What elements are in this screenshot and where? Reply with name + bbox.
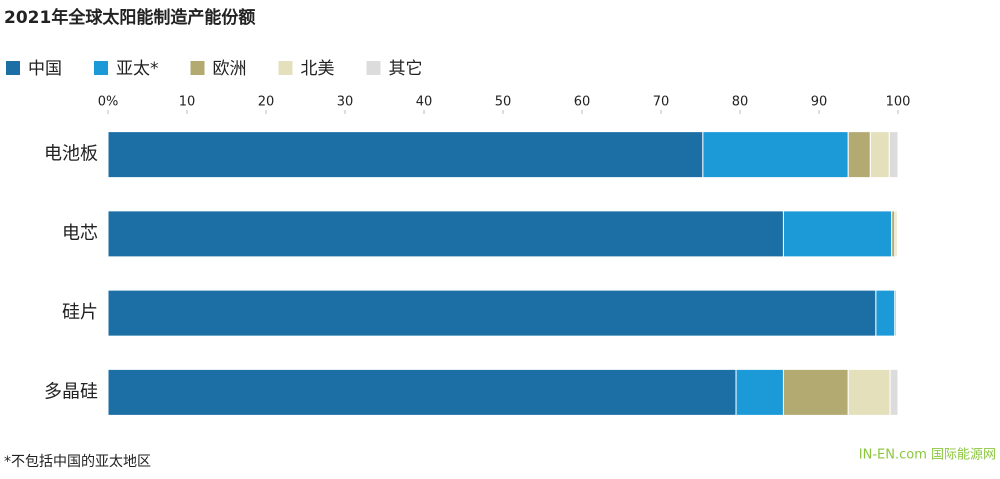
legend-label: 北美 [301, 59, 335, 79]
bar-segment [107, 289, 877, 337]
y-tick-label: 多晶硅 [44, 381, 98, 402]
y-tick-label: 硅片 [62, 302, 98, 323]
bar-segment [875, 289, 896, 337]
legend-swatch [6, 61, 20, 75]
x-tick-label: 60 [574, 95, 591, 110]
bar-segment [107, 131, 704, 179]
bar-segment [847, 131, 871, 179]
legend-swatch [190, 61, 205, 75]
bar-segment [702, 131, 849, 179]
legend-label: 亚太* [116, 59, 159, 79]
legend-label: 中国 [28, 59, 62, 79]
bar-segment [869, 131, 890, 179]
bar-segment [896, 210, 899, 258]
bar-segment [107, 368, 737, 416]
bar-segment [782, 210, 893, 258]
x-tick-label: 30 [337, 95, 354, 110]
footnote: *不包括中国的亚太地区 [4, 454, 151, 470]
x-tick-label: 80 [732, 95, 749, 110]
y-tick-label: 电池板 [44, 144, 98, 165]
legend-label: 欧洲 [213, 59, 247, 79]
bar-segment [888, 131, 899, 179]
bar-segment [735, 368, 784, 416]
x-tick-label: 0% [98, 95, 119, 110]
y-tick-label: 电芯 [62, 223, 98, 244]
bar-segment [782, 368, 849, 416]
watermark: IN-EN.com 国际能源网 [859, 448, 996, 463]
x-tick-label: 10 [179, 95, 196, 110]
chart-title: 2021年全球太阳能制造产能份额 [4, 7, 255, 28]
bar-segment [889, 368, 899, 416]
x-tick-label: 50 [495, 95, 512, 110]
bar-segment [107, 210, 784, 258]
legend-swatch [278, 61, 293, 75]
bar-segment [896, 289, 899, 337]
bar-segment [847, 368, 891, 416]
x-tick-label: 70 [653, 95, 670, 110]
x-tick-label: 100 [886, 95, 911, 110]
x-tick-label: 40 [416, 95, 433, 110]
legend-swatch [366, 61, 381, 75]
legend-label: 其它 [389, 59, 423, 79]
legend-swatch [94, 61, 108, 75]
x-tick-label: 90 [811, 95, 828, 110]
x-tick-label: 20 [258, 95, 275, 110]
